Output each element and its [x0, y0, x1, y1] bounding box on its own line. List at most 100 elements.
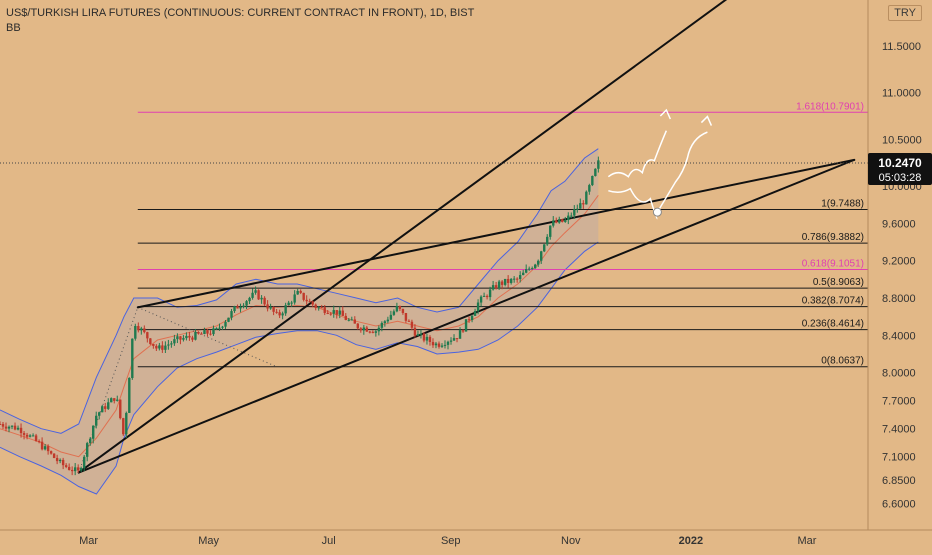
candle-body: [470, 315, 474, 321]
candle-body: [362, 327, 366, 331]
candle-body: [254, 290, 257, 293]
candle-body: [221, 326, 224, 328]
candle-body: [308, 301, 311, 303]
x-tick-label: 2022: [679, 535, 703, 547]
candle-body: [122, 418, 125, 435]
candle-body: [473, 311, 477, 316]
candle-body: [567, 215, 570, 221]
candle-body: [31, 435, 35, 437]
candle-body: [49, 451, 53, 454]
candle-body: [206, 330, 209, 334]
candle-body: [356, 323, 360, 329]
candle-body: [476, 302, 480, 312]
candle-body: [380, 322, 384, 328]
y-tick-label: 9.2000: [882, 256, 916, 268]
candle-body: [419, 333, 423, 335]
candle-body: [347, 319, 350, 321]
projection-arrow-up: [607, 130, 668, 178]
candle-body: [34, 435, 38, 442]
fib-level-label: 0.786(9.3882): [802, 232, 864, 243]
candle-body: [194, 331, 197, 340]
candle-body: [89, 438, 92, 444]
candle-body: [546, 236, 549, 245]
candle-body: [494, 285, 498, 289]
candle-body: [146, 332, 149, 339]
candle-body: [392, 311, 396, 315]
candle-body: [326, 312, 329, 314]
candle-body: [116, 399, 119, 401]
candle-body: [1, 424, 5, 427]
candle-body: [55, 457, 59, 462]
bb-lower-line: [0, 241, 599, 495]
candle-body: [503, 278, 507, 285]
candle-body: [449, 340, 453, 342]
candle-body: [4, 426, 8, 429]
candle-body: [233, 306, 236, 312]
candle-body: [236, 306, 239, 309]
candle-body: [576, 208, 579, 210]
candle-body: [564, 220, 567, 222]
candle-body: [61, 459, 65, 466]
candle-body: [338, 310, 341, 315]
candle-body: [585, 191, 588, 205]
candle-body: [296, 290, 299, 295]
candle-body: [305, 299, 308, 302]
candle-body: [281, 313, 284, 316]
candle-body: [491, 285, 495, 290]
candle-body: [128, 377, 131, 413]
projection-arrowhead: [659, 108, 672, 120]
currency-badge[interactable]: TRY: [888, 5, 922, 21]
candle-body: [197, 331, 200, 334]
candle-body: [58, 459, 62, 462]
candle-body: [443, 344, 447, 346]
candle-body: [437, 343, 441, 347]
bb-fill: [0, 148, 599, 494]
trendline-lower-channel: [77, 158, 856, 474]
candle-body: [425, 336, 429, 341]
candle-body: [509, 278, 513, 283]
candle-body: [260, 297, 263, 300]
candle-body: [428, 336, 432, 342]
candle-body: [85, 443, 89, 457]
candle-body: [431, 341, 435, 346]
candle-body: [7, 426, 11, 429]
candle-body: [299, 290, 302, 293]
candle-body: [215, 328, 218, 330]
candle-body: [555, 220, 558, 223]
candle-body: [182, 338, 185, 340]
projection-point: [652, 207, 662, 217]
candle-body: [170, 343, 173, 345]
candle-body: [374, 331, 378, 333]
candle-body: [200, 333, 203, 335]
candle-body: [597, 160, 600, 169]
trendline-upper-channel: [136, 158, 856, 309]
candle-body: [52, 453, 56, 458]
candle-body: [131, 338, 134, 378]
fib-level-label: 1.618(10.7901): [796, 101, 864, 112]
candle-body: [368, 331, 372, 333]
candle-body: [377, 327, 381, 332]
candle-body: [561, 219, 564, 222]
y-tick-label: 8.8000: [882, 293, 916, 305]
candle-body: [506, 278, 510, 283]
candle-body: [28, 435, 32, 437]
candle-body: [461, 330, 465, 332]
candle-body: [248, 297, 251, 302]
x-tick-label: Sep: [441, 535, 461, 547]
candle-body: [13, 425, 17, 430]
candle-body: [98, 412, 101, 416]
y-tick-label: 11.0000: [882, 88, 921, 100]
candle-body: [537, 260, 540, 265]
candle-body: [224, 321, 227, 327]
candle-body: [92, 425, 95, 439]
candle-body: [269, 307, 272, 309]
candle-body: [350, 319, 353, 321]
candle-body: [176, 336, 179, 340]
candle-body: [113, 398, 116, 401]
fib-level-label: 0.236(8.4614): [802, 319, 864, 330]
candle-body: [479, 296, 483, 303]
candle-body: [497, 281, 501, 289]
candle-body: [40, 441, 44, 450]
candle-body: [185, 335, 188, 339]
y-tick-label: 10.5000: [882, 134, 922, 146]
